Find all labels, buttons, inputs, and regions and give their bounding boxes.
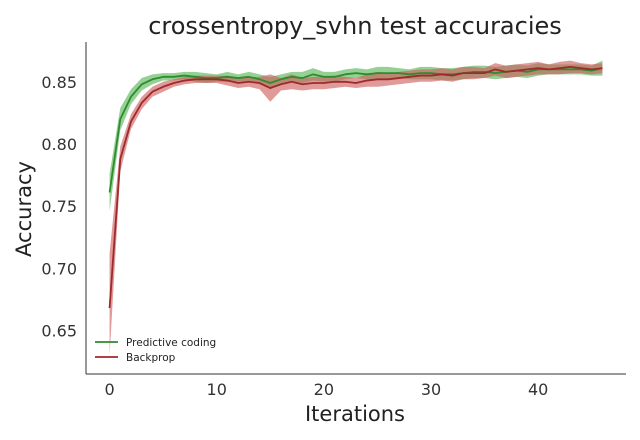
x-tick-labels: 0 10 20 30 40	[104, 380, 548, 399]
y-tick-labels: 0.65 0.70 0.75 0.80 0.85	[41, 73, 77, 341]
band-backprop	[109, 60, 603, 356]
line-backprop	[108, 65, 603, 309]
x-tick-label: 0	[104, 380, 114, 399]
series-lines	[108, 65, 603, 309]
band-predictive-coding	[109, 60, 603, 212]
legend-label-backprop: Backprop	[126, 352, 176, 364]
chart-title: crossentropy_svhn test accuracies	[148, 12, 562, 40]
legend-label-predictive-coding: Predictive coding	[126, 337, 216, 349]
confidence-bands	[109, 60, 603, 356]
x-tick-label: 40	[528, 380, 548, 399]
y-tick-label: 0.75	[41, 197, 77, 216]
x-tick-label: 30	[421, 380, 441, 399]
x-axis-label: Iterations	[305, 402, 405, 426]
y-tick-label: 0.65	[41, 321, 77, 340]
y-tick-label: 0.80	[41, 135, 77, 154]
y-tick-label: 0.70	[41, 259, 77, 278]
x-tick-label: 20	[314, 380, 334, 399]
y-axis-label: Accuracy	[12, 161, 36, 257]
x-tick-label: 10	[207, 380, 227, 399]
y-tick-label: 0.85	[41, 73, 77, 92]
legend: Predictive coding Backprop	[95, 337, 216, 364]
